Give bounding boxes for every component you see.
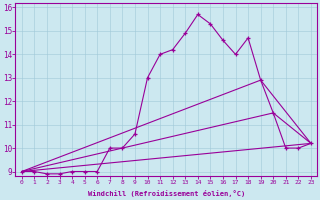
- X-axis label: Windchill (Refroidissement éolien,°C): Windchill (Refroidissement éolien,°C): [88, 190, 245, 197]
